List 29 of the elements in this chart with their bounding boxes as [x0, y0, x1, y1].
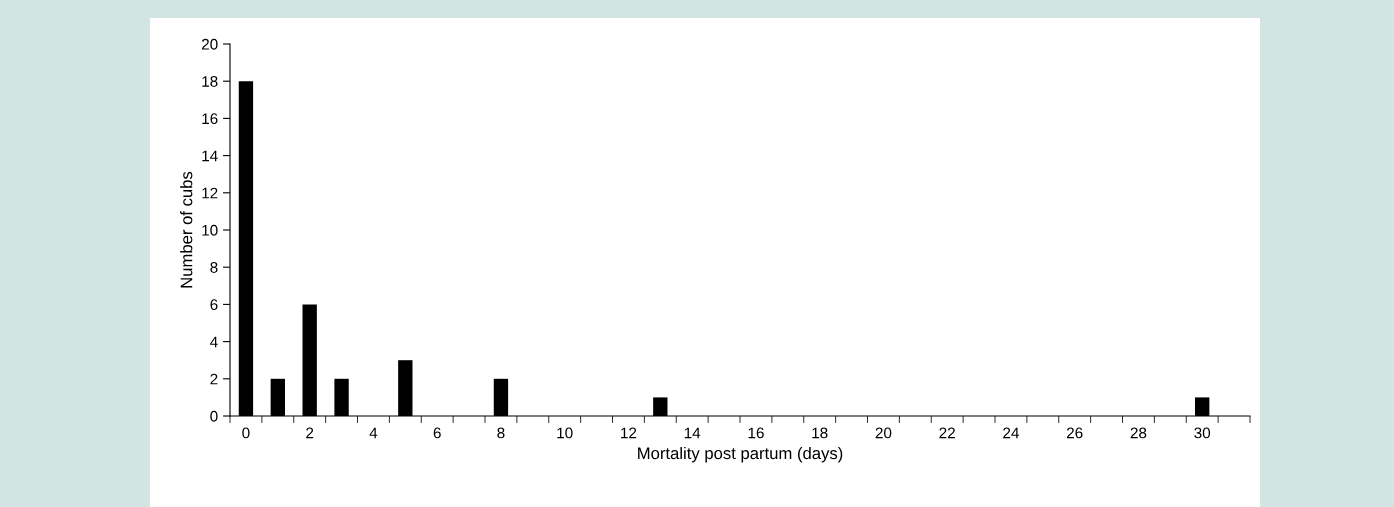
x-tick-label: 8 [497, 427, 505, 439]
y-axis-title: Number of cubs [180, 171, 193, 288]
y-tick-label: 10 [202, 224, 218, 236]
x-tick-label: 16 [748, 427, 764, 439]
x-tick-label: 4 [369, 427, 378, 439]
x-tick-label: 30 [1194, 427, 1211, 439]
x-tick-label: 2 [306, 427, 314, 439]
y-tick-label: 20 [201, 38, 218, 50]
x-tick-label: 10 [557, 427, 573, 439]
x-tick-label: 22 [939, 427, 955, 439]
x-tick-label: 14 [684, 427, 701, 439]
x-tick-label: 28 [1130, 427, 1147, 439]
y-tick-label: 8 [210, 262, 218, 273]
x-tick-label: 20 [875, 427, 892, 439]
x-axis-title: Mortality post partum (days) [638, 446, 843, 463]
y-tick-label: 14 [202, 150, 218, 162]
x-tick-label: 24 [1003, 427, 1019, 439]
x-tick-label: 18 [812, 427, 828, 439]
y-tick-label: 6 [210, 299, 218, 311]
y-tick-label: 18 [202, 76, 218, 87]
x-tick-label: 6 [433, 427, 441, 439]
y-tick-label: 2 [210, 373, 218, 385]
y-tick-label: 0 [210, 410, 218, 422]
y-tick-label: 4 [210, 336, 218, 348]
y-tick-label: 16 [202, 113, 218, 125]
x-tick-label: 12 [621, 427, 637, 439]
y-tick-label: 12 [202, 187, 218, 199]
x-tick-label: 26 [1066, 427, 1083, 439]
x-tick-label: 0 [242, 427, 250, 439]
